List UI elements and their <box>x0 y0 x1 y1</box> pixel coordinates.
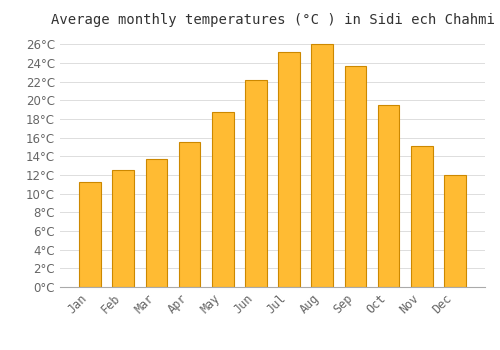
Bar <box>80 182 101 287</box>
Bar <box>179 142 201 287</box>
Bar <box>411 146 432 287</box>
Title: Average monthly temperatures (°C ) in Sidi ech Chahmi: Average monthly temperatures (°C ) in Si… <box>50 13 494 27</box>
Bar <box>146 159 167 287</box>
Bar <box>344 66 366 287</box>
Bar <box>312 44 333 287</box>
Bar <box>378 105 400 287</box>
Bar <box>112 170 134 287</box>
Bar <box>278 52 300 287</box>
Bar <box>245 80 266 287</box>
Bar <box>444 175 466 287</box>
Bar <box>212 112 234 287</box>
